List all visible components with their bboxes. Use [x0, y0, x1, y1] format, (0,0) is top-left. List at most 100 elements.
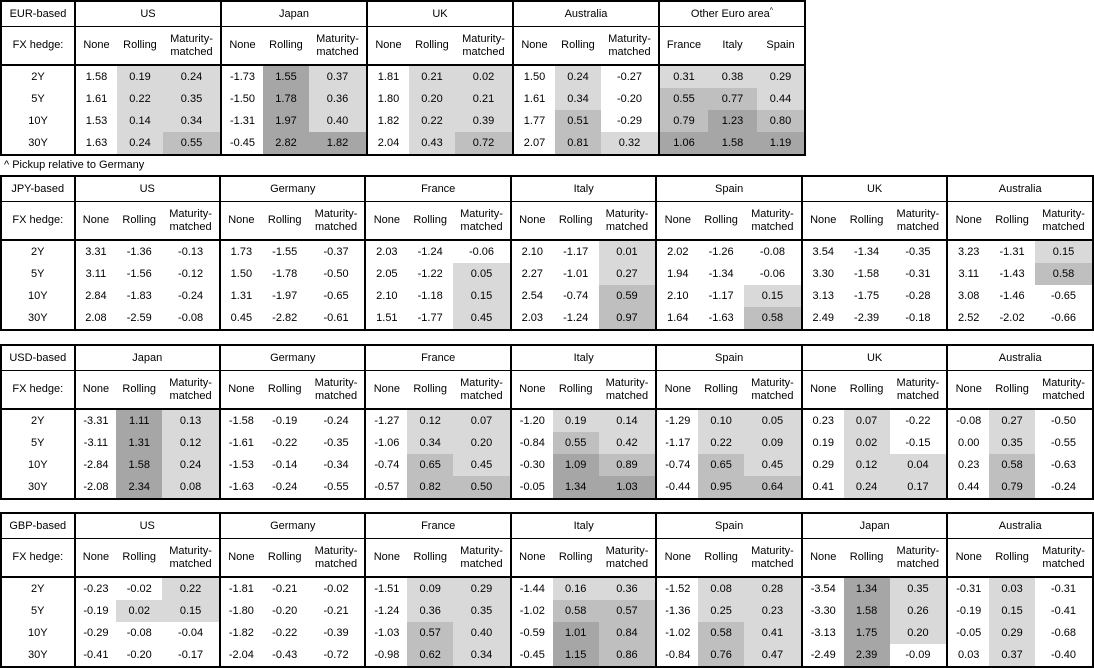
value-cell: 0.22 [162, 577, 220, 600]
subcolumn-header-maturity-matched: Maturity-matched [889, 201, 948, 241]
value-cell: -2.59 [116, 307, 163, 330]
value-cell: 0.65 [407, 454, 454, 476]
value-cell: 0.55 [552, 432, 599, 454]
value-cell: 0.77 [708, 88, 757, 110]
value-cell: -0.37 [307, 240, 366, 263]
value-cell: 0.19 [117, 65, 163, 88]
value-cell: 2.10 [509, 240, 553, 263]
subcolumn-header-rolling: Rolling [261, 538, 308, 578]
value-cell: -0.74 [364, 454, 408, 476]
value-cell: 0.84 [598, 622, 657, 644]
value-cell: 0.36 [598, 577, 657, 600]
value-cell: 0.16 [552, 577, 599, 600]
value-cell: 0.02 [116, 600, 163, 622]
value-cell: 0.79 [658, 110, 708, 132]
value-cell: -0.19 [946, 600, 990, 622]
value-cell: 0.17 [889, 476, 948, 499]
subcolumn-header-none: None [366, 26, 409, 66]
value-cell: 0.41 [744, 622, 802, 644]
value-cell: 0.24 [117, 132, 163, 155]
value-cell: 0.00 [946, 432, 990, 454]
value-cell: -0.50 [1034, 409, 1093, 432]
value-cell: -0.23 [73, 577, 117, 600]
value-cell: 0.05 [453, 263, 511, 285]
value-cell: 0.45 [453, 454, 511, 476]
value-cell: 0.58 [698, 622, 745, 644]
value-cell: -0.84 [509, 432, 553, 454]
subcolumn-header-rolling: Rolling [698, 538, 745, 578]
value-cell: 0.27 [598, 263, 657, 285]
value-cell: -0.39 [307, 622, 366, 644]
group-header-italy: Italy [509, 345, 657, 371]
value-cell: 3.23 [946, 240, 990, 263]
subcolumn-header-maturity-matched: Maturity-matched [307, 538, 366, 578]
value-cell: 0.29 [989, 622, 1035, 644]
value-cell: 0.95 [698, 476, 745, 499]
subcolumn-header-rolling: Rolling [552, 370, 599, 410]
value-cell: 0.29 [453, 577, 511, 600]
value-cell: -0.63 [1034, 454, 1093, 476]
subcolumn-header-none: None [946, 201, 990, 241]
value-cell: 0.03 [989, 577, 1035, 600]
value-cell: 0.05 [744, 409, 802, 432]
subcolumn-header-maturity-matched: Maturity-matched [163, 26, 221, 66]
value-cell: 0.58 [1034, 263, 1093, 285]
value-cell: 0.31 [658, 65, 708, 88]
value-cell: 1.58 [708, 132, 757, 155]
value-cell: 1.82 [366, 110, 409, 132]
value-cell: -0.35 [889, 240, 948, 263]
value-cell: -1.34 [698, 263, 745, 285]
subcolumn-header-rolling: Rolling [698, 370, 745, 410]
value-cell: -1.17 [698, 285, 745, 307]
value-cell: 0.89 [598, 454, 657, 476]
fx-hedge-label: FX hedge: [1, 370, 76, 410]
subcolumn-header-rolling: Rolling [843, 538, 890, 578]
value-cell: 0.34 [163, 110, 221, 132]
value-cell: 2.52 [946, 307, 990, 330]
value-cell: 0.01 [598, 240, 657, 263]
value-cell: 3.11 [946, 263, 990, 285]
value-cell: 1.23 [708, 110, 757, 132]
value-cell: -0.43 [261, 644, 308, 667]
subcolumn-header-none: None [218, 538, 262, 578]
value-cell: 2.10 [655, 285, 699, 307]
subcolumn-header-rolling: Rolling [698, 201, 745, 241]
value-cell: -0.02 [116, 577, 163, 600]
subcolumn-header-maturity-matched: Maturity-matched [744, 538, 802, 578]
subcolumn-header-rolling: Rolling [117, 26, 163, 66]
value-cell: 1.55 [263, 65, 309, 88]
value-cell: -0.98 [364, 644, 408, 667]
value-cell: 3.54 [800, 240, 844, 263]
value-cell: 3.08 [946, 285, 990, 307]
subcolumn-header-rolling: Rolling [409, 26, 455, 66]
gbp-based-table: GBP-based US Germany France Italy Spain Japan A… [0, 512, 1094, 668]
value-cell: -0.72 [307, 644, 366, 667]
group-header-italy: Italy [509, 176, 657, 202]
value-cell: -0.20 [116, 644, 163, 667]
spacer [0, 500, 1094, 512]
subcolumn-header-rolling: Rolling [843, 370, 890, 410]
value-cell: 0.35 [163, 88, 221, 110]
subcolumn-header-none: None [73, 201, 117, 241]
row-label: 5Y [1, 88, 76, 110]
value-cell: 0.37 [309, 65, 367, 88]
value-cell: -1.22 [407, 263, 454, 285]
value-cell: -0.68 [1034, 622, 1093, 644]
value-cell: 0.26 [889, 600, 948, 622]
value-cell: 0.14 [117, 110, 163, 132]
value-cell: -0.05 [509, 476, 553, 499]
value-cell: -0.15 [889, 432, 948, 454]
value-cell: 0.45 [453, 307, 511, 330]
subcolumn-header-maturity-matched: Maturity-matched [889, 538, 948, 578]
value-cell: -0.74 [552, 285, 599, 307]
subcolumn-header-rolling: Rolling [843, 201, 890, 241]
value-cell: 0.15 [989, 600, 1035, 622]
subcolumn-header-rolling: Rolling [407, 201, 454, 241]
value-cell: 0.24 [843, 476, 890, 499]
group-header-france: France [364, 345, 511, 371]
value-cell: 0.81 [555, 132, 601, 155]
subcolumn-header-maturity-matched: Maturity-matched [309, 26, 367, 66]
value-cell: 2.07 [512, 132, 555, 155]
value-cell: 0.15 [744, 285, 802, 307]
